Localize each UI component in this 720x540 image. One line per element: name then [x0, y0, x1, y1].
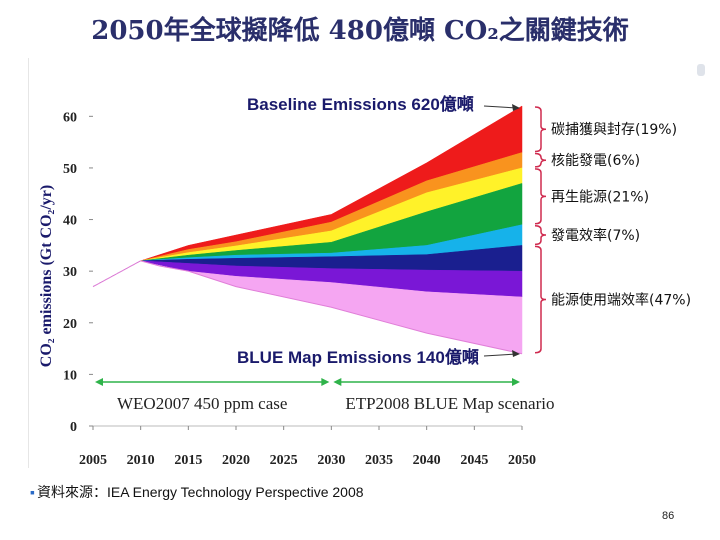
chart-annotations: Baseline Emissions 620億噸 BLUE Map Emissio… — [95, 94, 691, 413]
y-tick-label: 40 — [63, 214, 77, 229]
brace — [534, 245, 547, 354]
x-tick-label: 2035 — [365, 453, 393, 468]
x-tick-label: 2050 — [508, 453, 536, 468]
slide-nav-dot[interactable] — [697, 64, 705, 76]
brace-label: 能源使用端效率(47%) — [551, 292, 691, 309]
x-tick-label: 2015 — [174, 453, 202, 468]
brace — [534, 168, 547, 225]
x-tick-label: 2040 — [413, 453, 441, 468]
x-tick-label: 2010 — [127, 453, 155, 468]
brace — [534, 224, 547, 246]
x-tick-label: 2005 — [79, 453, 107, 468]
x-tick-label: 2045 — [460, 453, 488, 468]
blue-map-arrow-head — [512, 350, 520, 357]
emission-bands — [92, 105, 523, 355]
baseline-arrow-line — [483, 105, 518, 109]
y-tick-label: 10 — [63, 368, 77, 383]
x-tick-label: 2025 — [270, 453, 298, 468]
blue-map-line — [92, 260, 523, 355]
brace — [534, 152, 547, 168]
scenario-label: WEO2007 450 ppm case — [117, 394, 287, 413]
brace-label: 核能發電(6%) — [551, 153, 640, 169]
blue-map-arrow-line — [483, 353, 518, 357]
scenario-arrow-head-left — [333, 378, 342, 386]
chart-frame: 0 10 20 30 40 50 60 2005 2010 2015 2020 2025 2030 203… — [28, 58, 701, 468]
y-tick-label: 20 — [63, 317, 77, 332]
y-tick-label: 0 — [70, 420, 77, 435]
y-tick-label: 50 — [63, 162, 77, 177]
source-note: ▪ 資料來源：IEA Energy Technology Perspective … — [30, 482, 364, 502]
blue-map-label: BLUE Map Emissions 140億噸 — [237, 347, 479, 367]
y-axis-label: CO₂ emissions (Gt CO₂/yr) — [38, 185, 55, 367]
y-tick-label: 60 — [63, 110, 77, 125]
brace-label: 再生能源(21%) — [551, 189, 649, 205]
scenario-arrow-head-right — [321, 378, 330, 386]
x-tick-label: 2020 — [222, 453, 250, 468]
baseline-label: Baseline Emissions 620億噸 — [247, 94, 474, 114]
y-tick-label: 30 — [63, 265, 77, 280]
page-number: 86 — [662, 510, 675, 522]
bullet-icon: ▪ — [30, 484, 35, 500]
page-title: 2050年全球擬降低 480億噸 CO₂之關鍵技術 — [91, 16, 629, 46]
brace — [534, 106, 547, 153]
source-text: 資料來源：IEA Energy Technology Perspective 2… — [36, 484, 364, 500]
scenario-arrow-head-left — [95, 378, 103, 386]
scenario-label: ETP2008 BLUE Map scenario — [345, 394, 554, 413]
brace-label: 碳捕獲與封存(19%) — [551, 122, 677, 138]
x-tick-label: 2030 — [317, 453, 345, 468]
scenario-arrow-head-right — [512, 378, 520, 386]
brace-label: 發電效率(7%) — [551, 227, 640, 244]
baseline-arrow-head — [512, 104, 520, 111]
